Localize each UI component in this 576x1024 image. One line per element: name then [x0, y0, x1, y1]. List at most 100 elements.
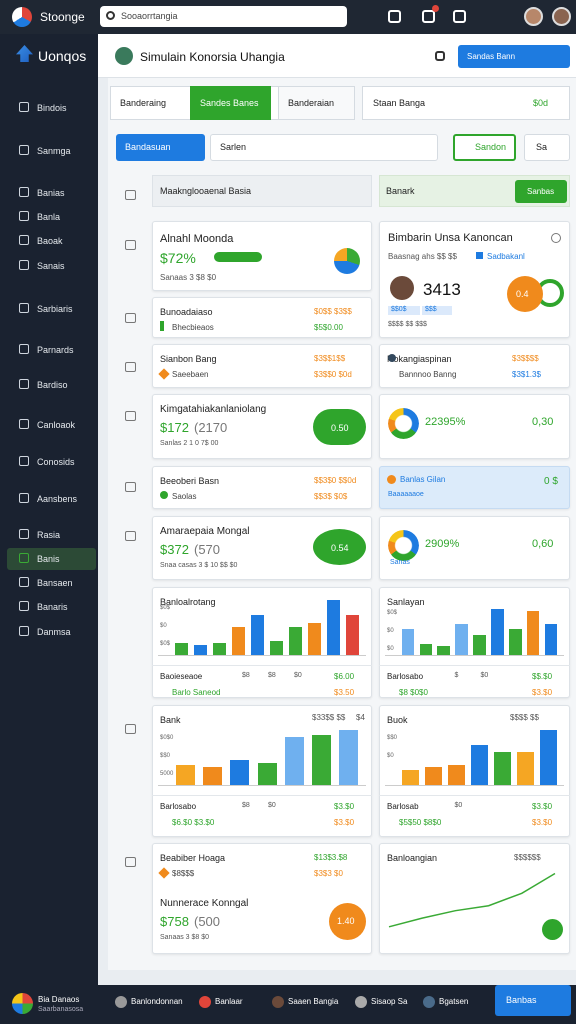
nav-item[interactable]: Bindois	[37, 103, 67, 113]
chart-foot-amount: $6.00	[334, 672, 355, 681]
icon-bookmark[interactable]	[388, 10, 401, 23]
chart-foot-amount: $3.50	[334, 688, 355, 697]
list-marker	[388, 354, 396, 362]
primary-button[interactable]	[116, 134, 205, 161]
nav-icon	[19, 529, 29, 539]
card	[152, 466, 372, 509]
icon-chat[interactable]	[453, 10, 466, 23]
card-value: 22395%	[425, 416, 466, 428]
donut	[388, 408, 419, 439]
baseline	[385, 785, 564, 786]
axis-label: $0$	[160, 641, 171, 647]
header-button[interactable]	[458, 45, 570, 68]
icon-bell[interactable]	[422, 10, 435, 23]
card-amount: $3$$1$$	[314, 354, 346, 363]
card-amount: $$3$0 $$0d	[314, 476, 357, 485]
row-icon	[125, 482, 136, 492]
avatar[interactable]	[552, 7, 571, 26]
nav-item[interactable]: Canloaok	[37, 420, 76, 430]
bar	[419, 644, 433, 655]
axis-label: $0$	[387, 610, 398, 616]
header-button-label[interactable]: Sandas Bann	[467, 52, 516, 61]
chart-foot-col: $0	[268, 802, 276, 809]
chart-foot-label: Baoieseaoe	[160, 672, 203, 681]
bar	[425, 767, 442, 785]
nav-item[interactable]: Banla	[37, 212, 61, 222]
chart-foot-amount: $3.$0	[334, 818, 355, 827]
bar	[307, 623, 322, 655]
footer	[0, 985, 576, 1024]
footer-item[interactable]: Sisaop Sa	[371, 997, 408, 1006]
sort-button-label[interactable]: Sa	[536, 142, 548, 152]
bar	[203, 767, 223, 785]
nav-item[interactable]: Banias	[37, 188, 65, 198]
nav-item[interactable]: Sanmga	[37, 146, 71, 156]
nav-item[interactable]: Bardiso	[37, 380, 68, 390]
card-value: $172	[160, 420, 189, 435]
chip-label: $$$	[425, 306, 437, 313]
axis-label: $0	[387, 646, 394, 652]
tab[interactable]: Banderaian	[288, 98, 335, 108]
nav-item[interactable]: Banis	[37, 554, 60, 564]
header-avatar	[115, 47, 133, 65]
card-title: Beabiber Hoaga	[160, 853, 226, 863]
search-input[interactable]	[210, 134, 438, 161]
nav-item[interactable]: Conosids	[37, 457, 75, 467]
card-title: Banlas Gilan	[400, 475, 446, 484]
nav-item[interactable]: Sanais	[37, 261, 65, 271]
footer-item[interactable]: Bgatsen	[439, 997, 469, 1006]
card	[379, 466, 570, 509]
nav-icon	[19, 187, 29, 197]
nav-icon	[19, 419, 29, 429]
fab[interactable]	[542, 919, 563, 940]
nav-icon	[19, 379, 29, 389]
nav-item[interactable]: Aansbens	[37, 494, 78, 504]
chart-title: Bank	[160, 715, 181, 725]
card-tag: Sadbakanl	[487, 252, 525, 261]
footer-item[interactable]: Saaen Bangia	[288, 997, 339, 1006]
panel-button-label[interactable]: Sanbas	[527, 187, 555, 196]
avatar[interactable]	[524, 7, 543, 26]
line-chart	[388, 872, 556, 928]
nav-item[interactable]: Parnards	[37, 345, 74, 355]
search-box[interactable]	[100, 6, 347, 27]
chart-foot-col: $0	[480, 672, 489, 679]
nav-item[interactable]: Baoak	[37, 236, 63, 246]
footer-button[interactable]	[495, 985, 571, 1016]
panel-button[interactable]	[515, 180, 567, 203]
secondary-button[interactable]	[453, 134, 516, 161]
donut	[388, 530, 419, 561]
footer-item[interactable]: Banlaar	[215, 997, 243, 1006]
axis-label: $0	[160, 623, 167, 629]
tab[interactable]: Sandes Banes	[200, 98, 259, 108]
sort-button[interactable]	[524, 134, 570, 161]
chart-foot-amount: $3.$0	[532, 818, 553, 827]
primary-button-label[interactable]: Bandasuan	[125, 142, 171, 152]
card-value-secondary: 0,60	[532, 538, 554, 550]
chart-foot-label: Barlosabo	[387, 672, 424, 681]
card-note: $$$$ $$ $$$	[388, 321, 427, 328]
search-input-text: Sarlen	[220, 142, 247, 152]
tab[interactable]: Banderaing	[120, 98, 167, 108]
nav-item[interactable]: Banaris	[37, 602, 68, 612]
filter-box[interactable]	[362, 86, 570, 120]
axis-label: $0$	[160, 605, 171, 611]
baseline	[158, 655, 366, 656]
footer-item[interactable]: Banlondonnan	[131, 997, 183, 1006]
nav-item[interactable]: Sarbiaris	[37, 304, 73, 314]
header-icon[interactable]	[435, 51, 445, 61]
row-icon	[125, 411, 136, 421]
baseline	[385, 655, 564, 656]
footer-button-label[interactable]: Banbas	[506, 995, 537, 1005]
nav-icon	[19, 456, 29, 466]
nav-item[interactable]: Bansaen	[37, 578, 73, 588]
panel-header	[152, 175, 372, 207]
card-note: Sanaas 3 $8 $0	[160, 934, 210, 941]
nav-item[interactable]: Danmsa	[37, 627, 71, 637]
secondary-button-label[interactable]: Sandon	[475, 142, 507, 152]
chart-title: Sanlayan	[387, 597, 425, 607]
bar	[250, 615, 265, 655]
footer-icon	[423, 996, 435, 1008]
nav-item[interactable]: Rasia	[37, 530, 61, 540]
